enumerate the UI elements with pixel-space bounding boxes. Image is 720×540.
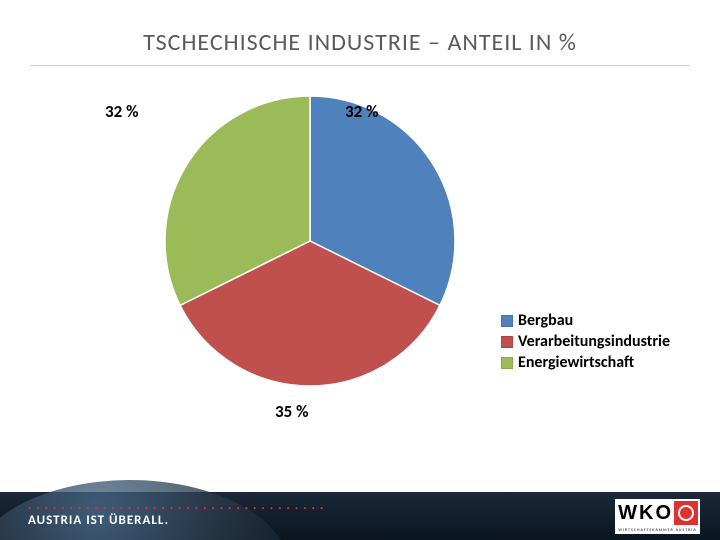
legend-label: Energiewirtschaft [518, 353, 634, 372]
footer-dots: • • • • • • • • • • • • • • • • • • • • … [28, 504, 325, 512]
legend: Bergbau Verarbeitungsindustrie Energiewi… [501, 311, 670, 374]
wko-letter: W [617, 501, 638, 525]
legend-label: Bergbau [518, 311, 573, 330]
wko-red-box [674, 501, 698, 525]
wko-letter: K [638, 501, 654, 525]
legend-swatch [501, 315, 513, 327]
legend-swatch [501, 336, 513, 348]
slice-label-verarbeitung: 35 % [275, 401, 308, 422]
slice-label-bergbau: 32 % [345, 101, 378, 122]
wko-circle-icon [678, 505, 694, 521]
footer-tagline: AUSTRIA IST ÜBERALL. [28, 513, 169, 528]
wko-subtext: WIRTSCHAFTSKAMMER AUSTRIA [615, 527, 700, 534]
wko-letter: O [654, 501, 672, 525]
legend-item-energie: Energiewirtschaft [501, 353, 670, 372]
wko-letters: W K O [615, 499, 700, 527]
chart-area: 32 % 35 % 32 % Bergbau Verarbeitungsindu… [0, 66, 720, 446]
pie-chart [165, 96, 455, 386]
wko-logo: W K O WIRTSCHAFTSKAMMER AUSTRIA [615, 499, 700, 534]
legend-label: Verarbeitungsindustrie [518, 332, 670, 351]
slice-label-energie: 32 % [105, 101, 138, 122]
legend-item-verarbeitung: Verarbeitungsindustrie [501, 332, 670, 351]
legend-swatch [501, 357, 513, 369]
legend-item-bergbau: Bergbau [501, 311, 670, 330]
page-title: TSCHECHISCHE INDUSTRIE – ANTEIL IN % [30, 0, 690, 66]
footer: • • • • • • • • • • • • • • • • • • • • … [0, 492, 720, 540]
